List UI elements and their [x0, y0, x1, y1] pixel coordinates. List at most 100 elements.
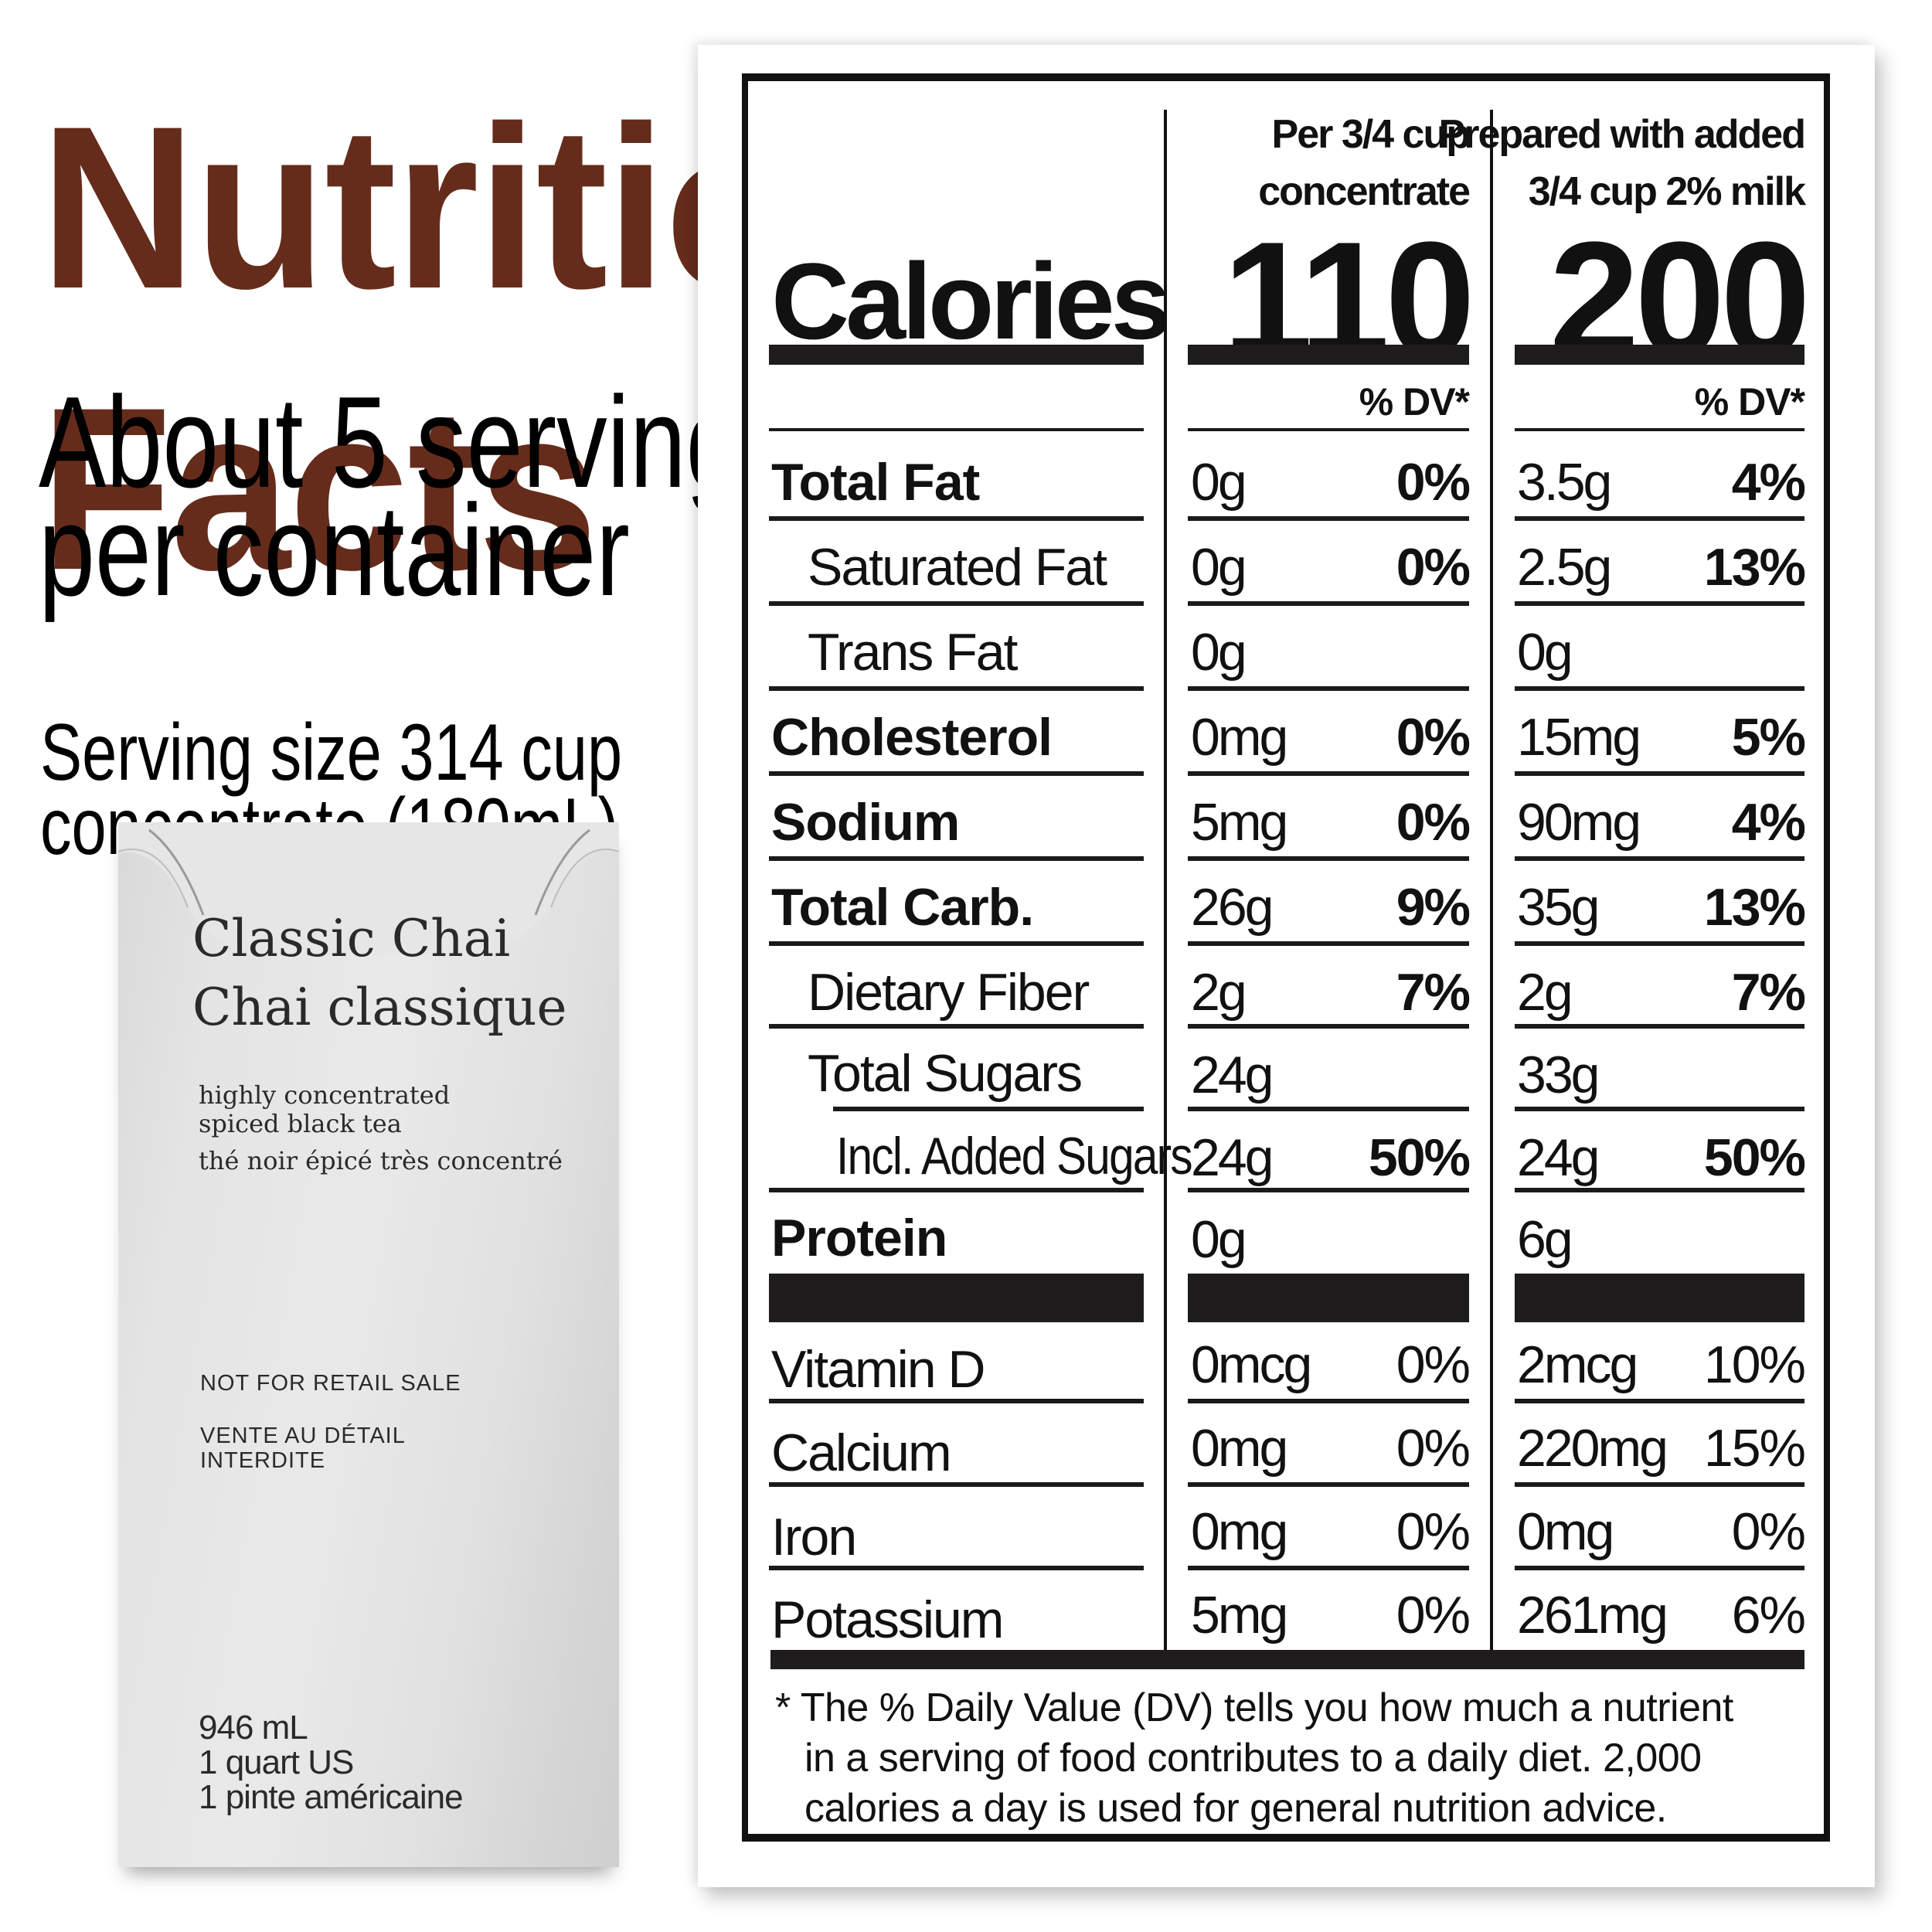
nutrient-dv-col1: 0% [1396, 538, 1471, 597]
column1-header-line2: concentrate [1258, 169, 1471, 214]
nutrient-amount-col1: 24g [1191, 1128, 1274, 1187]
product-description-en-line2: spiced black tea [199, 1109, 402, 1138]
rule [1188, 856, 1469, 861]
nutrient-dv-col1: 0% [1396, 793, 1471, 852]
vitamin-dv-col2: 6% [1731, 1586, 1806, 1645]
rule [1188, 516, 1469, 521]
nutrient-dv-col2: 7% [1731, 963, 1806, 1022]
rule [1188, 941, 1469, 946]
product-name-fr: Chai classique [192, 978, 567, 1037]
servings-per-container-line1: About 5 servings [39, 369, 794, 515]
nutrient-amount-col1: 2g [1191, 963, 1247, 1022]
vitamin-dv-col2: 15% [1703, 1419, 1806, 1478]
nutrient-amount-col2: 24g [1517, 1128, 1600, 1187]
nutrient-dv-col2: 13% [1703, 878, 1806, 937]
nutrient-amount-col2: 15mg [1517, 708, 1641, 767]
nutrient-label: Total Sugars [808, 1044, 1083, 1103]
rule [769, 1399, 1144, 1403]
serving-size-line1: Serving size 314 cup [40, 708, 623, 798]
nutrient-amount-col1: 0mg [1191, 708, 1288, 767]
rule [1515, 1024, 1804, 1029]
nutrient-amount-col1: 0g [1191, 453, 1247, 512]
rule [1515, 601, 1804, 606]
not-for-retail-notice-fr-line1: VENTE AU DÉTAIL [200, 1423, 406, 1448]
rule [769, 941, 1144, 946]
rule [769, 1482, 1144, 1487]
volume-us-quart: 1 quart US [199, 1743, 354, 1781]
vitamin-amount-col2: 220mg [1517, 1419, 1668, 1478]
vitamin-dv-col1: 0% [1396, 1419, 1471, 1478]
rule [1188, 1107, 1469, 1111]
footnote-line-3: calories a day is used for general nutri… [804, 1786, 1667, 1831]
nutrient-label: Sodium [771, 793, 960, 852]
rule [1188, 428, 1469, 431]
nutrient-label: Cholesterol [771, 708, 1053, 767]
rule [769, 1566, 1144, 1570]
vitamin-amount-col2: 261mg [1517, 1586, 1668, 1645]
volume-ml: 946 mL [199, 1709, 308, 1747]
vitamin-dv-col1: 0% [1396, 1335, 1471, 1394]
nutrient-dv-col1: 50% [1368, 1128, 1471, 1187]
vitamin-amount-col1: 5mg [1191, 1586, 1288, 1645]
rule [1515, 1482, 1804, 1487]
rule [769, 1188, 1144, 1192]
nutrient-label: Incl. Added Sugars [836, 1127, 1193, 1185]
nutrient-amount-col2: 33g [1517, 1046, 1600, 1104]
nutrient-amount-col2: 2g [1517, 963, 1573, 1022]
rule [1188, 1399, 1469, 1403]
nutrient-dv-col2: 13% [1703, 538, 1806, 597]
vitamin-dv-col2: 10% [1703, 1335, 1806, 1394]
vitamin-amount-col1: 0mg [1191, 1502, 1288, 1561]
vitamin-label: Iron [771, 1508, 857, 1566]
vitamin-amount-col1: 0mg [1191, 1419, 1288, 1478]
column2-header-line1: Prepared with added [1438, 112, 1806, 157]
title-facts: Facts [40, 359, 597, 618]
nutrient-label: Total Fat [771, 453, 980, 512]
rule [769, 771, 1144, 776]
nutrient-amount-col2: 2.5g [1517, 538, 1612, 597]
separator-bar-col1 [1188, 1274, 1469, 1322]
vitamin-dv-col1: 0% [1396, 1502, 1471, 1561]
rule [769, 601, 1144, 606]
product-description-fr: thé noir épicé très concentré [199, 1146, 563, 1175]
nutrient-dv-col2: 50% [1703, 1128, 1806, 1187]
nutrient-dv-col2: 4% [1731, 793, 1806, 852]
nutrient-amount-col2: 35g [1517, 878, 1600, 937]
vitamin-amount-col2: 2mcg [1517, 1335, 1638, 1394]
vitamin-amount-col2: 0mg [1517, 1502, 1614, 1561]
nutrient-amount-col1: 0g [1191, 1210, 1247, 1269]
product-name-en: Classic Chai [192, 909, 511, 968]
rule [1515, 1188, 1804, 1192]
servings-per-container-line2: per container [39, 478, 630, 623]
vitamin-label: Vitamin D [771, 1340, 986, 1399]
vitamin-amount-col1: 0mcg [1191, 1335, 1312, 1394]
rule [769, 516, 1144, 521]
vitamin-dv-col2: 0% [1731, 1502, 1806, 1561]
nutrient-label: Total Carb. [771, 878, 1034, 937]
rule [1515, 1107, 1804, 1111]
nutrient-label: Dietary Fiber [808, 963, 1090, 1022]
rule [1188, 1024, 1469, 1029]
calories-bar-col2 [1515, 345, 1804, 365]
rule [769, 428, 1144, 431]
nutrient-dv-col1: 9% [1396, 878, 1471, 937]
daily-value-footnote: * The % Daily Value (DV) tells you how m… [775, 1683, 1811, 1834]
rule [1188, 1188, 1469, 1192]
rule [1188, 1566, 1469, 1570]
nutrient-amount-col1: 5mg [1191, 793, 1288, 852]
rule [769, 686, 1144, 691]
footer-separator-bar [770, 1650, 1804, 1669]
footnote-line-1: * The % Daily Value (DV) tells you how m… [775, 1685, 1733, 1730]
nutrient-label: Protein [771, 1209, 947, 1267]
nutrient-label: Trans Fat [808, 623, 1018, 682]
rule [1188, 771, 1469, 776]
rule [1188, 601, 1469, 606]
rule [1515, 1399, 1804, 1403]
nutrient-dv-col2: 4% [1731, 453, 1806, 512]
nutrient-dv-col2: 5% [1731, 708, 1806, 767]
nutrient-amount-col2: 6g [1517, 1210, 1573, 1269]
footnote-line-2: in a serving of food contributes to a da… [804, 1736, 1702, 1781]
rule [769, 856, 1144, 861]
product-carton-image: Classic Chai Chai classique highly conce… [118, 822, 619, 1867]
calories-label: Calories [771, 240, 1171, 362]
